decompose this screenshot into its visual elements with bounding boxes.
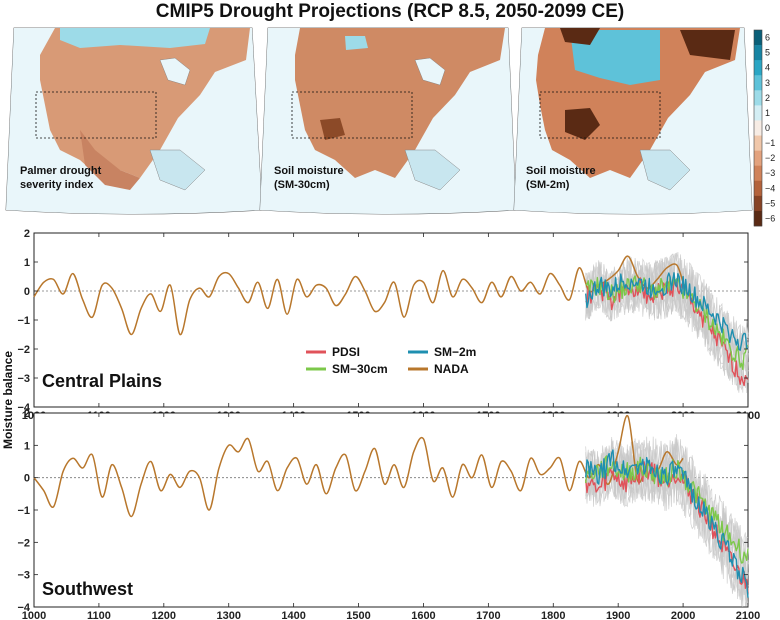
colorbar-tick-label: −1 — [765, 138, 775, 148]
plot-frame — [33, 412, 749, 608]
map-label-line2: severity index — [20, 179, 94, 191]
map-label-line1: Soil moisture — [526, 165, 596, 177]
region-label: Southwest — [42, 579, 133, 599]
legend-item-pdsi: PDSI — [306, 345, 360, 359]
chart-southwest: 1000 1100 1200 1300 1400 1500 1600 1700 1800 1900… — [17, 408, 760, 620]
x-tick-label: 1400 — [281, 610, 305, 620]
colorbar-swatch — [754, 210, 762, 227]
legend-label-sm30: SM−30cm — [332, 362, 388, 376]
y-tick-label: −2 — [17, 344, 30, 356]
x-tick-label: 1300 — [216, 610, 240, 620]
colorbar-swatch — [754, 180, 762, 197]
legend-item-sm2m: SM−2m — [408, 345, 476, 359]
map-panel-sm2m: Soil moisture (SM-2m) — [513, 27, 753, 215]
x-tick-label: 1100 — [87, 610, 111, 620]
y-tick-label: −4 — [17, 402, 30, 414]
colorbar-tick-label: −6 — [765, 213, 775, 223]
colorbar-tick-label: −2 — [765, 153, 775, 163]
colorbar-frame — [753, 29, 763, 227]
y-tick-label: −3 — [17, 570, 30, 582]
colorbar-tick-label: −5 — [765, 198, 775, 208]
legend-item-sm30: SM−30cm — [306, 362, 388, 376]
model-spread-line — [585, 256, 749, 393]
series-line-sm2m — [585, 272, 749, 351]
y-tick-label: −1 — [17, 505, 30, 517]
legend-label-nada: NADA — [434, 362, 469, 376]
map-label-line1: Palmer drought — [20, 165, 102, 177]
x-tick-label: 1600 — [411, 610, 435, 620]
y-tick-label: −3 — [17, 373, 30, 385]
x-tick-label: 1800 — [541, 610, 565, 620]
colorbar-swatch — [754, 165, 762, 182]
map-label-line2: (SM-2m) — [526, 179, 570, 191]
map-panel-pdsi: Palmer drought severity index — [5, 27, 263, 215]
y-tick-label: 2 — [24, 408, 30, 420]
series-line-nada — [33, 255, 684, 336]
series-line-sm30cm — [585, 455, 749, 564]
colorbar-swatch — [754, 60, 762, 76]
model-spread-line — [585, 251, 749, 394]
y-tick-label: 1 — [24, 257, 30, 269]
colorbar-swatch — [754, 45, 762, 61]
colorbar-tick-label: 4 — [765, 63, 770, 73]
colorbar-tick-label: −3 — [765, 168, 775, 178]
x-tick-label: 1900 — [606, 610, 630, 620]
y-tick-label: 0 — [24, 286, 30, 298]
map-panel-sm30: Soil moisture (SM-30cm) — [259, 27, 517, 215]
x-tick-label: 1500 — [346, 610, 370, 620]
colorbar-tick-label: 3 — [765, 78, 770, 88]
colorbar-tick-label: 6 — [765, 33, 770, 43]
colorbar: 6 5 4 3 2 1 0 −1 −2 −3 −4 −5 −6 — [753, 29, 775, 227]
figure-title: CMIP5 Drought Projections (RCP 8.5, 2050… — [156, 1, 624, 22]
y-tick-label: −2 — [17, 537, 30, 549]
y-tick-label: 1 — [24, 440, 30, 452]
map-label-line1: Soil moisture — [274, 165, 344, 177]
region-label: Central Plains — [42, 371, 162, 391]
legend-label-sm2m: SM−2m — [434, 345, 476, 359]
x-tick-label: 2000 — [671, 610, 695, 620]
colorbar-swatch — [754, 90, 762, 106]
model-spread-line — [585, 441, 749, 603]
colorbar-tick-label: −4 — [765, 183, 775, 193]
legend-item-nada: NADA — [408, 362, 469, 376]
x-tick-label: 1700 — [476, 610, 500, 620]
colorbar-swatch — [754, 150, 762, 166]
y-axis-label: Moisture balance — [1, 351, 15, 449]
colorbar-tick-label: 2 — [765, 93, 770, 103]
colorbar-swatch — [754, 135, 762, 151]
colorbar-swatch — [754, 75, 762, 91]
y-tick-label: −1 — [17, 315, 30, 327]
y-tick-label: 0 — [24, 473, 30, 485]
colorbar-swatch — [754, 120, 762, 136]
colorbar-tick-label: 1 — [765, 108, 770, 118]
series-line-sm2m — [585, 449, 749, 598]
colorbar-tick-label: 0 — [765, 123, 770, 133]
chart-central-plains: 1000110012001300140015001600170018001900… — [17, 228, 760, 422]
y-tick-label: −4 — [17, 602, 30, 614]
legend-label-pdsi: PDSI — [332, 345, 360, 359]
legend: PDSI SM−2m SM−30cm NADA — [306, 345, 476, 376]
colorbar-swatch — [754, 195, 762, 212]
colorbar-swatch — [754, 30, 762, 46]
y-tick-label: 2 — [24, 228, 30, 240]
x-tick-label: 1200 — [152, 610, 176, 620]
colorbar-swatch — [754, 105, 762, 121]
series-line-nada — [33, 415, 684, 518]
x-tick-label: 2100 — [736, 610, 760, 620]
colorbar-tick-label: 5 — [765, 48, 770, 58]
map-label-line2: (SM-30cm) — [274, 179, 330, 191]
x-tick-label: 1000 — [22, 610, 46, 620]
